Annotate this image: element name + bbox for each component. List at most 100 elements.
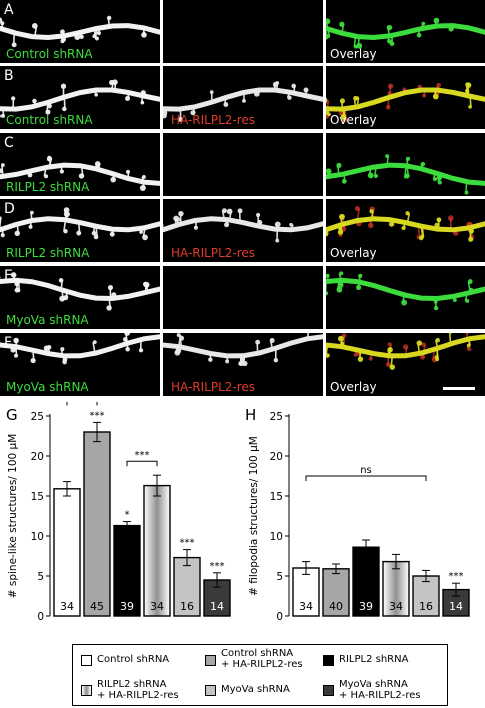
panel-letter-g: G [6,406,18,424]
micrograph-e-2 [163,266,323,329]
significance-star: *** [449,571,464,582]
bracket-label: *** [135,450,150,461]
legend-line-2: + HA-RILPL2-res [97,690,179,701]
y-tick-label: 20 [270,451,283,463]
bar-3 [113,524,141,617]
y-tick-label: 10 [270,531,283,543]
channel-label-red: HA-RILPL2-res [171,246,256,260]
micrograph-d-3: Overlay [326,199,485,262]
legend-swatch-1 [81,655,92,666]
panel-letter: D [4,201,15,217]
significance-bracket [126,460,158,467]
legend-line-2: + HA-RILPL2-res [339,690,421,701]
micrograph-f-1: F MyoVa shRNA [0,333,160,396]
legend-line-1: RILPL2 shRNA [339,654,409,665]
channel-label-green: Control shRNA [6,47,93,61]
significance-star: *** [180,538,195,549]
overlay-label: Overlay [330,246,377,260]
y-axis-label: # spine-like structures/ 100 μM [7,434,19,599]
panel-letter: C [4,135,14,151]
micrograph-f-2: HA-RILPL2-res [163,333,323,396]
scale-bar [443,387,475,390]
legend-label-6: MyoVa shRNA + HA-RILPL2-res [339,679,421,701]
legend-label-2: Control shRNA + HA-RILPL2-res [221,648,303,670]
y-tick-label: 5 [37,571,44,583]
channel-label-green: RILPL2 shRNA [6,246,90,260]
bar-n-label: 34 [150,600,164,613]
bar-n-label: 16 [419,600,433,613]
legend-swatch-3 [323,655,334,666]
legend-line-1: Control shRNA [97,654,170,665]
significance-bracket [305,475,427,481]
bar-2 [83,431,111,617]
legend-swatch-2 [205,655,216,666]
overlay-label: Overlay [330,113,377,127]
bar-5 [173,556,201,617]
micrograph-d-1: D RILPL2 shRNA [0,199,160,262]
y-tick-label: 25 [270,411,283,423]
bar-n-label: 39 [120,600,134,613]
micrograph-c-2 [163,133,323,196]
micrograph-e-3 [326,266,485,329]
panel-letter-h: H [245,406,256,424]
bar-n-label: 40 [329,600,343,613]
significance-star: *** [90,410,105,421]
bar-3 [352,546,380,617]
y-tick-label: 0 [276,611,283,623]
micrograph-c-3 [326,133,485,196]
panel-letter: B [4,68,14,84]
legend-line-1: MyoVa shRNA [339,679,408,690]
overlay-label: Overlay [330,380,377,394]
y-tick-label: 10 [31,531,44,543]
significance-bracket [66,402,98,406]
micrograph-a-3: Overlay [326,0,485,63]
legend-swatch-4 [81,685,92,696]
legend-line-2: + HA-RILPL2-res [221,659,303,670]
legend-line-1: MyoVa shRNA [221,684,290,695]
micrograph-d-2: HA-RILPL2-res [163,199,323,262]
micrograph-b-1: B Control shRNA [0,66,160,129]
bar-n-label: 34 [299,600,313,613]
bar-n-label: 14 [210,600,224,613]
micrograph-f-3: Overlay [326,333,485,396]
bar-n-label: 34 [60,600,74,613]
chart-h-filopodia: H # filopodia structures/ 100 μM 0 5 10 15 20 2… [245,406,470,623]
channel-label-green: MyoVa shRNA [6,313,89,327]
bar-4 [143,484,171,617]
bar-n-label: 34 [389,600,403,613]
micrograph-c-1: C RILPL2 shRNA [0,133,160,196]
y-tick-label: 0 [37,611,44,623]
y-tick-label: 15 [31,491,44,503]
legend: Control shRNA Control shRNA + HA-RILPL2-re… [72,644,448,706]
legend-line-1: Control shRNA [221,648,294,659]
micrograph-b-2: HA-RILPL2-res [163,66,323,129]
channel-label-green: Control shRNA [6,113,93,127]
bar-1 [292,567,320,617]
significance-star: * [125,510,130,521]
bar-n-label: 14 [449,600,463,613]
legend-line-1: RILPL2 shRNA [97,679,167,690]
bar-1 [53,488,81,617]
micrograph-a-2 [163,0,323,63]
y-axis-label: # filopodia structures/ 100 μM [248,436,260,596]
y-tick-label: 25 [31,411,44,423]
legend-label-3: RILPL2 shRNA [339,654,408,665]
legend-label-5: MyoVa shRNA [221,684,290,695]
channel-label-red: HA-RILPL2-res [171,113,256,127]
chart-g-spine-like: G # spine-like structures/ 100 μM 0 5 10 15 20… [6,402,231,623]
channel-label-green: RILPL2 shRNA [6,180,90,194]
y-tick-label: 15 [270,491,283,503]
channel-label-red: HA-RILPL2-res [171,380,256,394]
bar-n-label: 45 [90,600,104,613]
panel-letter: F [4,335,13,351]
bracket-label: ns [360,465,372,476]
y-tick-label: 5 [276,571,283,583]
panel-letter: A [4,2,14,18]
overlay-label: Overlay [330,47,377,61]
micrograph-e-1: E MyoVa shRNA [0,266,160,329]
micrograph-a-1: A Control shRNA [0,0,160,63]
micrograph-b-3: Overlay [326,66,485,129]
legend-label-4: RILPL2 shRNA + HA-RILPL2-res [97,679,179,701]
legend-swatch-6 [323,685,334,696]
legend-label-1: Control shRNA [97,654,169,665]
